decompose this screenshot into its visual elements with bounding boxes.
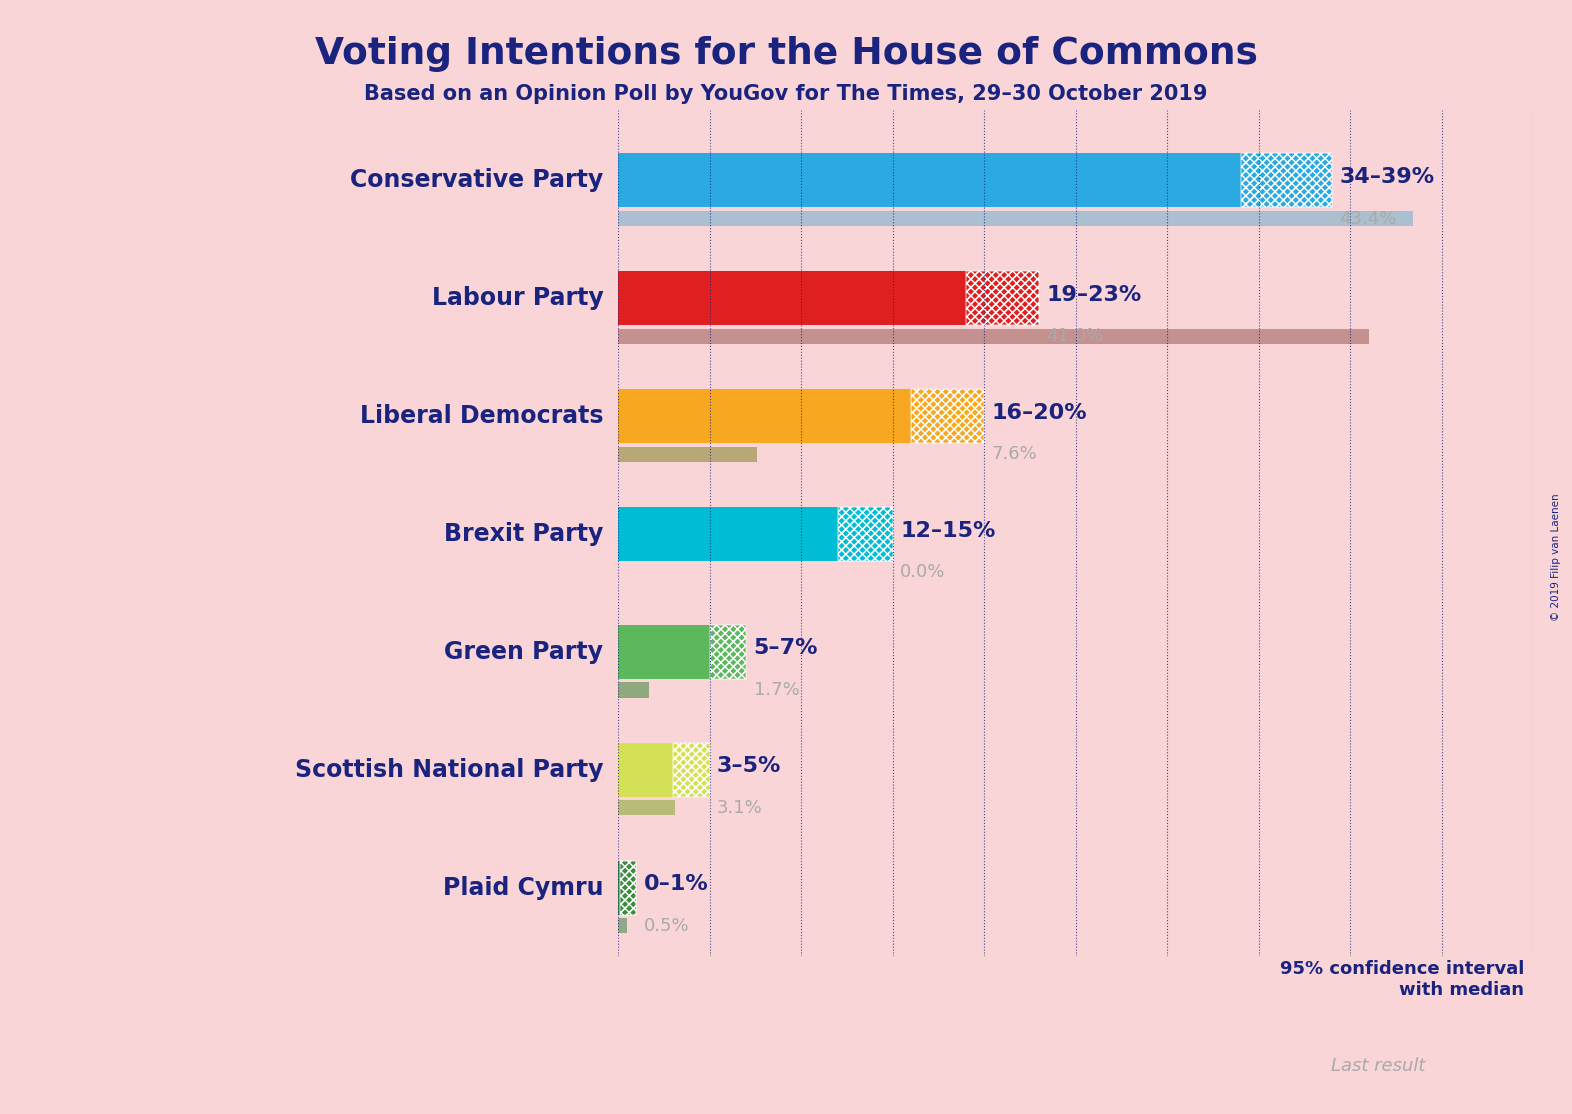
Bar: [618, 625, 709, 678]
Bar: [965, 271, 1039, 325]
Text: © 2019 Filip van Laenen: © 2019 Filip van Laenen: [1552, 494, 1561, 620]
Text: 1.7%: 1.7%: [753, 681, 799, 700]
Text: Based on an Opinion Poll by YouGov for The Times, 29–30 October 2019: Based on an Opinion Poll by YouGov for T…: [365, 84, 1207, 104]
Bar: [618, 861, 619, 915]
Bar: [619, 861, 637, 915]
Text: Last result: Last result: [1330, 1057, 1424, 1075]
Text: Labour Party: Labour Party: [432, 286, 604, 311]
Bar: [709, 625, 747, 678]
Bar: [1324, 1006, 1432, 1032]
Bar: [912, 389, 984, 443]
Text: 43.4%: 43.4%: [1339, 209, 1398, 227]
Text: 12–15%: 12–15%: [901, 520, 995, 540]
Bar: [709, 625, 747, 678]
Text: 34–39%: 34–39%: [1339, 167, 1435, 187]
Bar: [673, 743, 709, 797]
Bar: [618, 329, 1369, 344]
Text: 16–20%: 16–20%: [992, 402, 1088, 422]
Text: 3.1%: 3.1%: [717, 799, 762, 817]
Bar: [619, 861, 637, 915]
Text: 3–5%: 3–5%: [717, 756, 781, 776]
Bar: [618, 800, 674, 815]
Text: Voting Intentions for the House of Commons: Voting Intentions for the House of Commo…: [314, 36, 1258, 71]
Text: Conservative Party: Conservative Party: [351, 168, 604, 193]
Bar: [1432, 1006, 1528, 1032]
Text: 95% confidence interval
with median: 95% confidence interval with median: [1280, 960, 1525, 999]
Bar: [1240, 154, 1331, 207]
Bar: [965, 271, 1039, 325]
Text: 7.6%: 7.6%: [992, 446, 1038, 463]
Bar: [838, 507, 893, 561]
Text: 0–1%: 0–1%: [643, 874, 709, 895]
Bar: [618, 743, 673, 797]
Text: 5–7%: 5–7%: [753, 638, 817, 658]
Text: 0.0%: 0.0%: [901, 564, 945, 582]
Bar: [618, 389, 912, 443]
Bar: [618, 211, 1413, 226]
Text: Plaid Cymru: Plaid Cymru: [443, 876, 604, 900]
Bar: [912, 389, 984, 443]
Bar: [618, 683, 649, 697]
Text: 41.0%: 41.0%: [1047, 328, 1104, 345]
Bar: [1432, 1006, 1528, 1032]
Text: Scottish National Party: Scottish National Party: [296, 758, 604, 782]
Text: 0.5%: 0.5%: [643, 917, 690, 935]
Text: Liberal Democrats: Liberal Democrats: [360, 404, 604, 428]
Bar: [618, 154, 1240, 207]
Bar: [618, 447, 758, 462]
Text: Green Party: Green Party: [445, 639, 604, 664]
Bar: [673, 743, 709, 797]
Bar: [1240, 154, 1331, 207]
Bar: [618, 507, 838, 561]
Bar: [618, 271, 965, 325]
Text: Brexit Party: Brexit Party: [443, 522, 604, 546]
Text: 19–23%: 19–23%: [1047, 285, 1141, 305]
Bar: [618, 918, 627, 934]
Bar: [1324, 1036, 1432, 1049]
Bar: [838, 507, 893, 561]
